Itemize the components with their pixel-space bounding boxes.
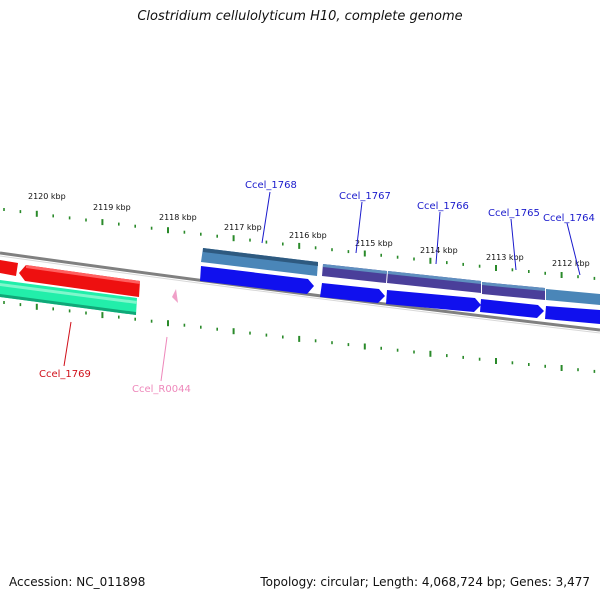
kbp-label: 2120 kbp bbox=[28, 192, 66, 201]
cds-arrow[interactable] bbox=[200, 266, 314, 294]
gene-label-ccel-1768[interactable]: Ccel_1768 bbox=[245, 180, 297, 191]
gene-label-ccel-1764[interactable]: Ccel_1764 bbox=[543, 213, 595, 224]
gene-bar[interactable] bbox=[387, 271, 481, 293]
cds-arrow[interactable] bbox=[19, 265, 140, 297]
kbp-label: 2113 kbp bbox=[486, 253, 524, 262]
leader-line bbox=[160, 336, 168, 382]
topology-summary: Topology: circular; Length: 4,068,724 bp… bbox=[260, 575, 590, 589]
gene-bar[interactable] bbox=[323, 264, 387, 274]
kbp-label: 2119 kbp bbox=[93, 203, 131, 212]
gene-label-ccel-1767[interactable]: Ccel_1767 bbox=[339, 191, 391, 202]
rna-bar[interactable] bbox=[0, 294, 136, 315]
tick-ring-upper bbox=[3, 208, 596, 280]
label-leaders bbox=[63, 191, 581, 382]
cds-reverse bbox=[0, 260, 140, 297]
leader-line bbox=[510, 218, 517, 271]
rna-feature bbox=[0, 280, 137, 315]
gene-label-ccel-1766[interactable]: Ccel_1766 bbox=[417, 201, 469, 212]
backbone-outer bbox=[0, 251, 600, 332]
trna-marker[interactable] bbox=[172, 289, 178, 303]
cds-arrow[interactable] bbox=[386, 290, 481, 312]
gene-bar[interactable] bbox=[482, 282, 545, 291]
gene-bar[interactable] bbox=[203, 248, 318, 266]
gene-bar[interactable] bbox=[388, 271, 481, 284]
leader-line bbox=[566, 222, 581, 276]
map-title: Clostridium cellulolyticum H10, complete… bbox=[137, 9, 463, 24]
gene-bars-top bbox=[201, 248, 600, 305]
gene-label-ccel-1765[interactable]: Ccel_1765 bbox=[488, 208, 540, 219]
tick-ring-lower bbox=[3, 301, 596, 373]
cds-arrow[interactable] bbox=[480, 299, 544, 318]
kbp-label: 2112 kbp bbox=[552, 259, 590, 268]
cds-arrow[interactable] bbox=[0, 260, 18, 276]
cds-arrow[interactable] bbox=[26, 265, 140, 284]
kbp-labels: 2120 kbp 2119 kbp 2118 kbp 2117 kbp 2116… bbox=[28, 192, 590, 268]
kbp-label: 2118 kbp bbox=[159, 213, 197, 222]
backbone-inner bbox=[0, 255, 600, 334]
cds-arrow[interactable] bbox=[545, 306, 600, 324]
accession-text: Accession: NC_011898 bbox=[9, 575, 146, 589]
kbp-label: 2115 kbp bbox=[355, 239, 393, 248]
leader-line bbox=[355, 201, 363, 254]
gene-label-ccel-r0044[interactable]: Ccel_R0044 bbox=[132, 384, 191, 395]
gene-bar[interactable] bbox=[322, 264, 387, 283]
gene-bar[interactable] bbox=[546, 289, 600, 305]
leader-line bbox=[63, 321, 72, 367]
gene-labels: Ccel_1768 Ccel_1767 Ccel_1766 Ccel_1765 … bbox=[39, 180, 595, 395]
leader-line bbox=[435, 211, 441, 265]
cds-forward bbox=[200, 266, 600, 324]
cds-arrow[interactable] bbox=[320, 283, 385, 303]
rna-bar[interactable] bbox=[0, 283, 137, 304]
kbp-label: 2117 kbp bbox=[224, 223, 262, 232]
leader-line bbox=[261, 191, 271, 244]
gene-label-ccel-1769[interactable]: Ccel_1769 bbox=[39, 369, 91, 380]
kbp-label: 2114 kbp bbox=[420, 246, 458, 255]
kbp-label: 2116 kbp bbox=[289, 231, 327, 240]
